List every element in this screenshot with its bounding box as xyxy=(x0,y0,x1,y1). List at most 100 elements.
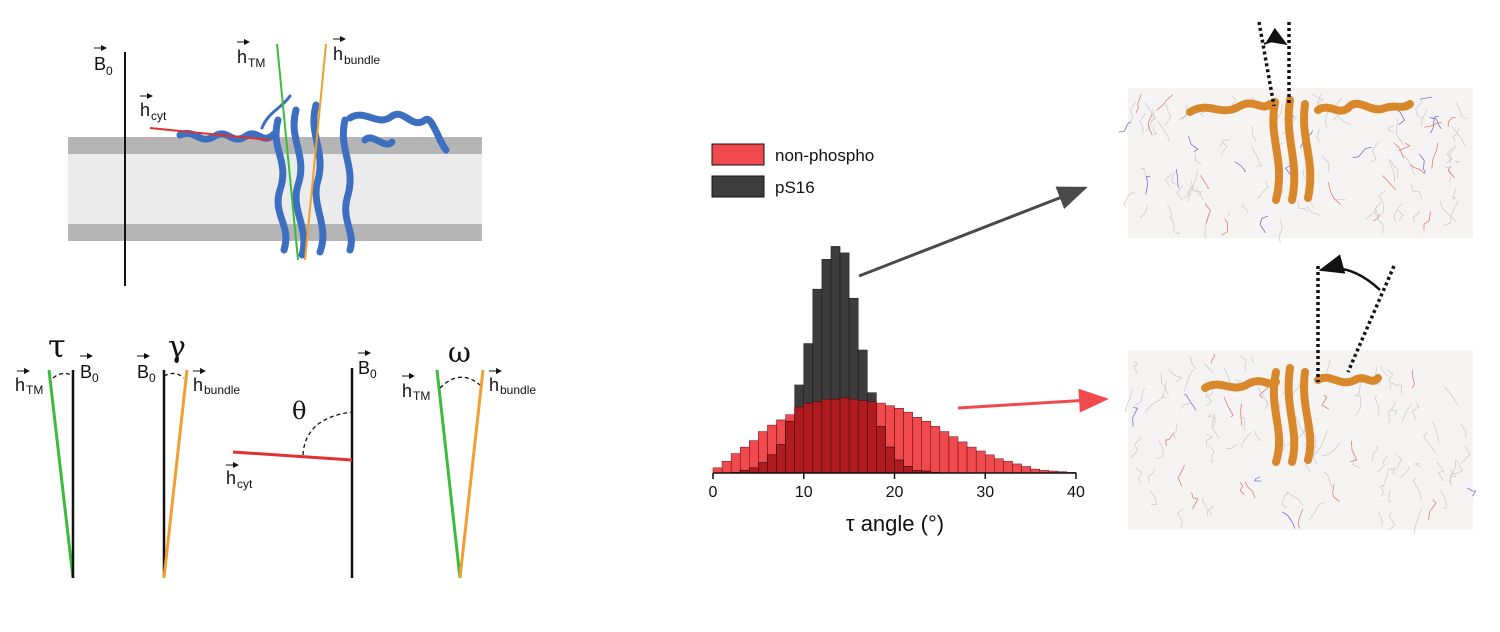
cyt-axis-line xyxy=(149,127,271,141)
lipid-trace xyxy=(1412,477,1422,501)
tau-symbol: τ xyxy=(48,327,66,365)
lipid-trace xyxy=(1431,142,1439,169)
x-tick-label: 20 xyxy=(886,484,904,501)
bar-non-phospho xyxy=(939,431,950,474)
theta-symbol: θ xyxy=(292,397,306,425)
lipid-trace xyxy=(1135,94,1142,114)
lipid-trace xyxy=(1377,455,1388,473)
lipid-trace xyxy=(1461,446,1471,464)
lipid-trace xyxy=(1297,508,1304,529)
lipid-trace xyxy=(1251,126,1257,142)
lipid-trace xyxy=(1450,200,1459,222)
theta-cyt-sub: cyt xyxy=(237,477,253,491)
lipid-trace xyxy=(1278,219,1283,244)
lipid-trace xyxy=(1166,204,1173,218)
lipid-trace xyxy=(1179,403,1190,410)
x-axis-label: τ angle (°) xyxy=(846,511,944,536)
lipid-trace xyxy=(1285,491,1304,507)
lipid-trace xyxy=(1364,205,1377,221)
lipid-trace xyxy=(1355,395,1362,416)
lipid-trace xyxy=(1439,489,1448,509)
lipid-trace xyxy=(1379,484,1385,498)
lipid-trace xyxy=(1220,142,1228,156)
bar-non-phospho xyxy=(912,417,922,474)
lipid-trace xyxy=(1424,122,1442,128)
lipid-trace xyxy=(1282,511,1296,529)
lipid-trace xyxy=(1149,490,1158,506)
lipid-trace xyxy=(1393,142,1404,159)
lipid-trace xyxy=(1238,416,1246,431)
gamma-symbol: γ xyxy=(168,330,186,365)
theta-cyt-letter: h xyxy=(226,468,236,488)
lipid-trace xyxy=(1412,211,1420,223)
lipid-trace xyxy=(1445,147,1453,164)
lipid-trace xyxy=(1313,430,1328,456)
membrane-schematic: B 0 h TM h bundle h cyt xyxy=(68,36,482,286)
lipid-trace xyxy=(1321,394,1329,410)
lipid-trace xyxy=(1456,127,1466,146)
lipid-trace xyxy=(1451,126,1459,142)
lipid-trace xyxy=(1168,369,1183,383)
lipid-trace xyxy=(1428,499,1437,521)
bar-overlap xyxy=(867,401,877,474)
gamma-field-letter: B xyxy=(137,362,149,382)
lipid-trace xyxy=(1414,463,1421,468)
lipid-trace xyxy=(1322,156,1330,172)
lipid-trace xyxy=(1388,490,1392,503)
angle-omega-diagram: ω h TM h bundle xyxy=(402,336,536,579)
lipid-trace xyxy=(1413,508,1422,535)
lipid-trace xyxy=(1411,369,1415,389)
lipid-trace xyxy=(1152,125,1158,135)
lipid-trace xyxy=(1171,170,1177,185)
angle-tau-diagram: τ h TM B 0 xyxy=(15,327,99,579)
lipid-trace xyxy=(1396,118,1405,146)
legend-label-ps16: pS16 xyxy=(775,178,815,197)
lipid-trace xyxy=(1244,481,1256,499)
tm-vec-sub: TM xyxy=(248,56,265,70)
lipid-trace xyxy=(1223,396,1234,418)
angle-gamma-diagram: γ B 0 h bundle xyxy=(137,330,240,579)
lipid-trace xyxy=(1204,203,1211,224)
x-tick-label: 0 xyxy=(709,484,718,501)
tm-vector-label: h TM xyxy=(237,39,265,70)
lipid-trace xyxy=(1311,94,1324,105)
lipid-trace xyxy=(1239,481,1245,495)
lipid-trace xyxy=(1396,209,1404,220)
membrane-core xyxy=(68,154,482,224)
bar-overlap xyxy=(785,420,795,474)
lipid-trace xyxy=(1251,356,1254,363)
lipid-trace xyxy=(1191,492,1199,509)
lipid-trace xyxy=(1219,139,1230,148)
lipid-trace xyxy=(1295,416,1305,433)
lipid-trace xyxy=(1421,109,1428,126)
lipid-trace xyxy=(1240,431,1252,448)
bar-overlap xyxy=(839,397,850,474)
lipid-trace xyxy=(1194,153,1202,165)
bar-overlap xyxy=(767,454,777,474)
bar-overlap xyxy=(885,446,895,474)
lipid-trace xyxy=(1436,461,1445,481)
cyt-vec-letter: h xyxy=(140,100,150,120)
lipid-trace xyxy=(1325,359,1331,375)
lipid-trace xyxy=(1177,464,1185,487)
lipid-trace xyxy=(1204,389,1214,399)
x-tick-label: 10 xyxy=(795,484,813,501)
lipid-trace xyxy=(1443,166,1453,183)
lipid-trace xyxy=(1332,483,1340,502)
lipid-trace xyxy=(1200,175,1210,189)
lipid-trace xyxy=(1164,103,1172,126)
legend-label-non-phospho: non-phospho xyxy=(775,146,874,165)
lipid-trace xyxy=(1183,186,1193,199)
lipid-trace xyxy=(1191,180,1204,201)
lipid-trace xyxy=(1253,476,1262,482)
legend: non-phospho pS16 xyxy=(711,143,874,198)
lipid-trace xyxy=(1388,512,1396,531)
lipid-trace xyxy=(1183,369,1194,393)
tau-tm-sub: TM xyxy=(26,383,43,397)
bar-non-phospho xyxy=(975,450,986,474)
lipid-trace xyxy=(1144,102,1157,122)
lipid-trace xyxy=(1133,361,1139,374)
lipid-trace xyxy=(1178,104,1188,121)
lipid-trace xyxy=(1375,201,1383,217)
gamma-bundle-letter: h xyxy=(193,375,203,395)
